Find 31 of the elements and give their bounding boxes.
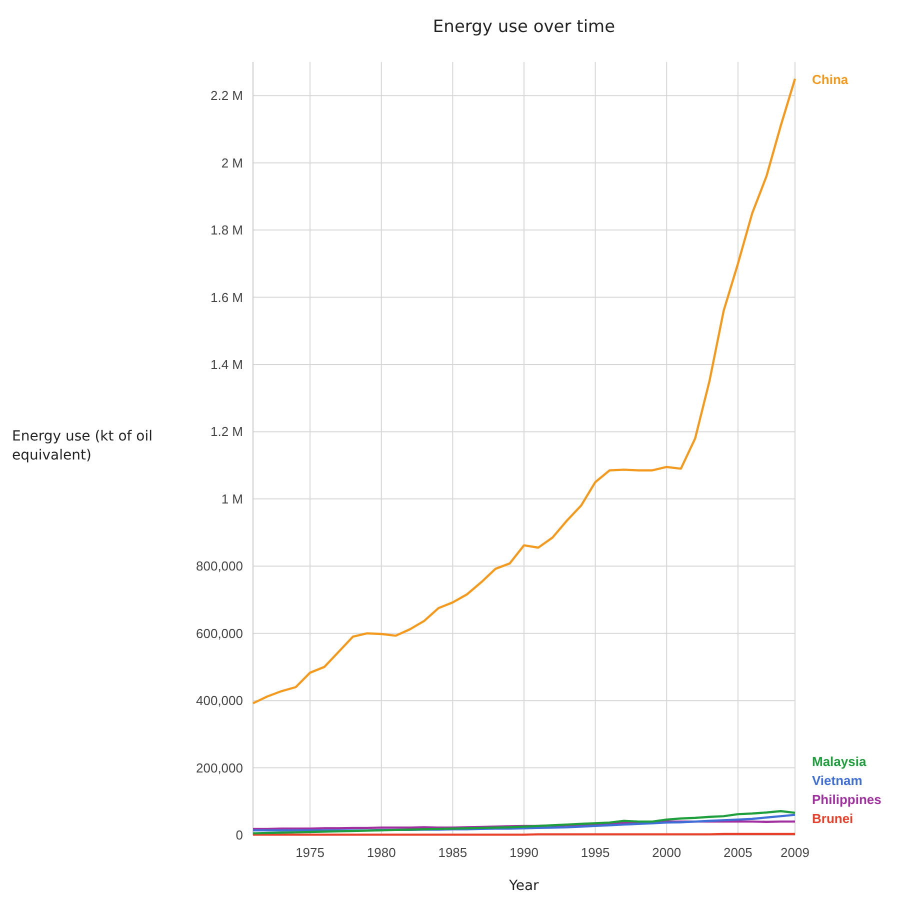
y-tick-label: 600,000 (196, 626, 243, 641)
x-tick-label: 1985 (438, 845, 468, 860)
x-axis-title: Year (508, 878, 540, 894)
y-tick-label: 200,000 (196, 760, 243, 776)
x-tick-label: 1995 (580, 845, 610, 860)
x-tick-label: 1975 (296, 845, 325, 860)
x-tick-label: 2009 (780, 845, 810, 860)
series-label: Philippines (812, 792, 882, 807)
y-tick-label: 400,000 (196, 693, 243, 708)
y-tick-label: 2 M (221, 155, 243, 170)
y-tick-label: 1.6 M (210, 290, 243, 305)
x-tick-label: 1990 (510, 845, 538, 860)
y-tick-label: 0 (236, 828, 243, 843)
x-tick-label: 1980 (366, 845, 396, 860)
x-tick-label: 2005 (723, 845, 752, 860)
line-series (252, 820, 796, 830)
y-axis-title: Energy use (kt of oil equivalent) (12, 428, 152, 464)
y-tick-label: 2.2 M (210, 88, 243, 104)
x-tick-label: 2000 (652, 845, 682, 860)
chart-title: Energy use over time (432, 17, 616, 37)
y-tick-label: 1.2 M (210, 424, 243, 440)
text: Vietnam (812, 773, 862, 788)
text: Malaysia (812, 754, 867, 769)
y-tick-label: 1.8 M (210, 222, 243, 238)
y-tick-label: 1 M (221, 491, 243, 506)
line-series (252, 78, 796, 704)
series-label: Brunei (812, 811, 854, 826)
series-label: China (812, 72, 849, 87)
y-tick-label: 1.4 M (210, 357, 243, 372)
y-tick-label: 800,000 (196, 558, 243, 574)
line-series (252, 814, 796, 832)
